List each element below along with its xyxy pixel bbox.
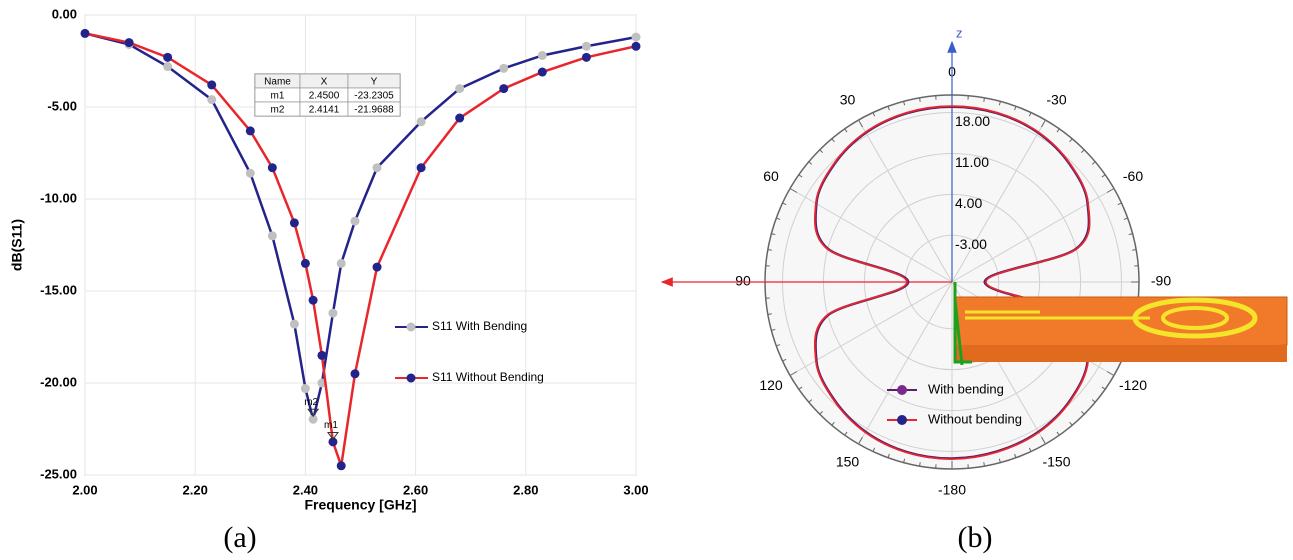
- angle-label: 60: [763, 168, 779, 184]
- legend-marker: [897, 415, 907, 425]
- data-point: [417, 117, 426, 126]
- x-tick-label: 2.60: [403, 482, 428, 497]
- data-point: [207, 95, 216, 104]
- r-tick-label: 18.00: [955, 113, 990, 129]
- frame-tick: [984, 98, 985, 102]
- table-text: -21.9688: [354, 105, 394, 116]
- table-text: 2.4500: [309, 91, 340, 102]
- frame-tick: [1132, 250, 1136, 251]
- y-tick-label: -25.00: [40, 466, 77, 481]
- x-tick-label: 2.40: [293, 482, 318, 497]
- r-tick-label: 11.00: [955, 154, 989, 170]
- data-point: [268, 231, 277, 240]
- data-point: [337, 461, 346, 470]
- y-tick-label: -15.00: [40, 282, 77, 297]
- data-point: [632, 42, 641, 51]
- x-tick-label: 2.80: [513, 482, 538, 497]
- data-point: [328, 309, 337, 318]
- data-point: [455, 84, 464, 93]
- y-axis-label: dB(S11): [9, 219, 25, 271]
- legend-label: S11 Without Bending: [432, 370, 544, 384]
- data-point: [268, 163, 277, 172]
- angle-label: -150: [1042, 454, 1070, 470]
- data-point: [582, 53, 591, 62]
- data-point: [417, 163, 426, 172]
- data-point: [373, 263, 382, 272]
- x-tick-label: 2.20: [183, 482, 208, 497]
- table-text: 2.4141: [309, 105, 340, 116]
- data-point: [81, 29, 90, 38]
- angle-label: -180: [938, 482, 966, 498]
- data-point: [163, 62, 172, 71]
- r-tick-label: -3.00: [955, 236, 987, 252]
- data-point: [290, 218, 299, 227]
- data-point: [499, 84, 508, 93]
- data-point: [538, 68, 547, 77]
- marker-label: m2: [304, 397, 318, 408]
- x-tick-label: 3.00: [623, 482, 648, 497]
- legend-marker: [407, 323, 416, 332]
- angle-label: 90: [735, 273, 751, 289]
- y-tick-label: -5.00: [47, 98, 77, 113]
- antenna-bottom: [955, 345, 1287, 362]
- data-point: [632, 33, 641, 42]
- angle-label: -120: [1119, 377, 1147, 393]
- figure: (a) (b) 0.00 -5.00 -10.00 -15.00 -20.00 -25.0…: [0, 0, 1293, 560]
- data-point: [317, 351, 326, 360]
- legend-label: With bending: [928, 381, 1004, 396]
- data-point: [125, 38, 134, 47]
- angle-label: -90: [1151, 273, 1171, 289]
- legend-label: Without bending: [928, 411, 1022, 426]
- table-text: Y: [371, 77, 378, 88]
- data-point: [350, 217, 359, 226]
- table-text: m1: [271, 91, 285, 102]
- caption: (b): [958, 521, 993, 554]
- data-point: [246, 126, 255, 135]
- y-tick-label: -10.00: [40, 190, 77, 205]
- table-text: Name: [264, 77, 291, 88]
- data-point: [373, 163, 382, 172]
- data-point: [301, 259, 310, 268]
- frame-tick: [768, 250, 772, 251]
- data-point: [301, 384, 310, 393]
- data-point: [582, 42, 591, 51]
- y-tick-label: 0.00: [52, 6, 77, 21]
- table-text: m2: [271, 105, 285, 116]
- z-axis-label: z: [956, 25, 963, 40]
- angle-label: -30: [1046, 92, 1066, 108]
- table-text: -23.2305: [354, 91, 394, 102]
- angle-label: -60: [1123, 168, 1143, 184]
- data-point: [246, 169, 255, 178]
- x-axis-label: Frequency [GHz]: [304, 497, 416, 513]
- frame-tick: [984, 462, 985, 466]
- marker-label: m1: [324, 420, 338, 431]
- table-text: X: [321, 77, 328, 88]
- frame-tick: [920, 98, 921, 102]
- caption: (a): [223, 521, 256, 554]
- data-point: [538, 51, 547, 60]
- data-point: [309, 296, 318, 305]
- legend-marker: [897, 385, 907, 395]
- marker-table: Name X Ym1 2.4500 -23.2305 m2 2.4141 -21.9688: [255, 74, 400, 116]
- data-point: [163, 53, 172, 62]
- frame-tick: [920, 462, 921, 466]
- data-point: [455, 114, 464, 123]
- x-tick-label: 2.00: [72, 482, 97, 497]
- legend-marker: [407, 374, 416, 383]
- y-tick-label: -20.00: [40, 374, 77, 389]
- angle-label: 30: [840, 92, 856, 108]
- legend-label: S11 With Bending: [432, 319, 527, 333]
- data-point: [350, 369, 359, 378]
- r-tick-label: 4.00: [955, 195, 982, 211]
- data-point: [337, 259, 346, 268]
- data-point: [207, 80, 216, 89]
- data-point: [499, 64, 508, 73]
- angle-label: 120: [759, 377, 783, 393]
- frame-tick: [768, 314, 772, 315]
- angle-label: 150: [836, 454, 860, 470]
- data-point: [290, 320, 299, 329]
